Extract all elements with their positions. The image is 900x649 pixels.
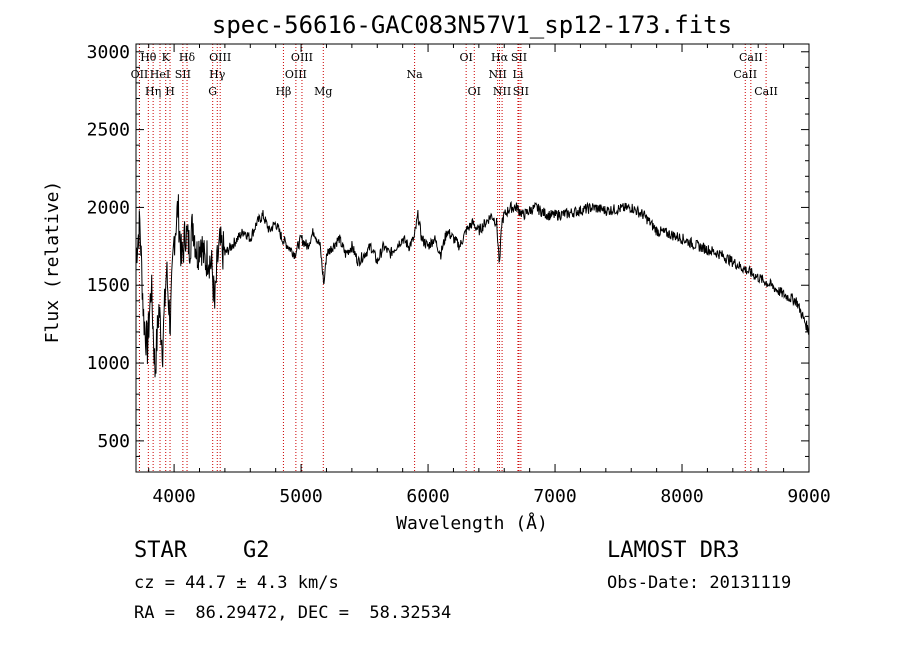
- spectral-line-label: HeI: [150, 68, 170, 81]
- redshift-velocity: cz = 44.7 ± 4.3 km/s: [134, 573, 339, 593]
- spectral-line-label: K: [162, 51, 171, 64]
- spectral-line-label: OI: [459, 51, 472, 64]
- spectral-line-label: SII: [511, 51, 527, 64]
- spectral-line-markers: [138, 44, 767, 472]
- plot-frame: [135, 43, 810, 473]
- x-tick-label: 8000: [660, 486, 703, 507]
- y-axis-ticks: 500 1000 1500 2000 2500 3000: [87, 42, 809, 457]
- x-tick-label: 4000: [152, 486, 195, 507]
- spectrum-series-line: [135, 194, 810, 378]
- spectral-line-label: NII: [493, 85, 511, 98]
- spectral-line-label: OIII: [291, 51, 313, 64]
- y-tick-label: 1500: [87, 275, 130, 296]
- spectral-line-label: SII: [175, 68, 191, 81]
- chart-title: spec-56616-GAC083N57V1_sp12-173.fits: [212, 11, 732, 39]
- spectral-line-label: CaII: [754, 85, 778, 98]
- spectral-line-label: Hβ: [275, 85, 291, 98]
- y-axis-label: Flux (relative): [42, 181, 63, 344]
- spectral-line-label: CaII: [733, 68, 757, 81]
- spectral-line-label: Na: [407, 68, 424, 81]
- spectral-line-label: NII: [488, 68, 506, 81]
- spectral-line-label: Hα: [491, 51, 509, 64]
- spectral-line-label: SII: [513, 85, 529, 98]
- y-tick-label: 2000: [87, 197, 130, 218]
- observation-date: Obs-Date: 20131119: [607, 573, 792, 593]
- object-subclass: G2: [243, 538, 270, 563]
- x-axis-label: Wavelength (Å): [396, 512, 548, 534]
- spectral-line-label: Hθ: [140, 51, 157, 64]
- spectral-line-label: G: [208, 85, 217, 98]
- y-tick-label: 2500: [87, 120, 130, 141]
- x-tick-label: 9000: [787, 486, 830, 507]
- x-tick-label: 5000: [279, 486, 322, 507]
- spectral-line-label: OIII: [209, 51, 231, 64]
- y-tick-label: 500: [97, 431, 130, 452]
- spectral-line-labels: OIIHθHηHeIKSIIHHδGHγOIIIHβOIIIOIIIMgNaOI…: [131, 51, 778, 98]
- sky-coordinates: RA = 86.29472, DEC = 58.32534: [134, 603, 452, 623]
- spectral-line-label: OII: [131, 68, 149, 81]
- x-tick-label: 7000: [533, 486, 576, 507]
- spectral-line-label: OIII: [285, 68, 307, 81]
- spectral-line-label: Li: [513, 68, 524, 81]
- spectral-line-label: OI: [468, 85, 481, 98]
- survey-name: LAMOST DR3: [607, 538, 740, 563]
- y-tick-label: 3000: [87, 42, 130, 63]
- x-axis-ticks: 4000 5000 6000 7000 8000 9000: [148, 44, 831, 507]
- x-tick-label: 6000: [406, 486, 449, 507]
- spectral-line-label: Hη: [145, 85, 161, 98]
- spectral-line-label: CaII: [739, 51, 763, 64]
- object-class: STAR: [134, 538, 187, 563]
- y-tick-label: 1000: [87, 353, 130, 374]
- spectral-line-label: Mg: [314, 85, 332, 98]
- spectral-line-label: H: [165, 85, 175, 98]
- spectral-line-label: Hγ: [209, 68, 226, 81]
- spectrum-chart: spec-56616-GAC083N57V1_sp12-173.fits OII…: [42, 11, 831, 534]
- spectral-line-label: Hδ: [179, 51, 196, 64]
